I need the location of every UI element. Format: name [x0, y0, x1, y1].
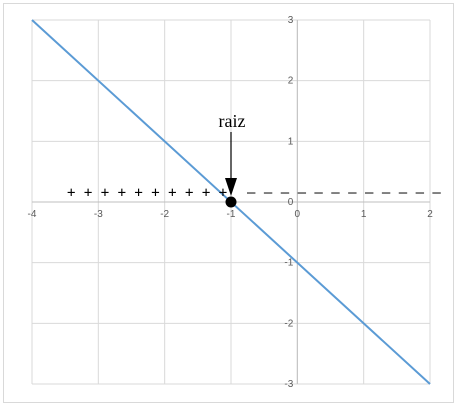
- x-tick-label: -2: [160, 209, 169, 220]
- x-tick-label: 0: [295, 209, 301, 220]
- y-tick-label: -1: [284, 258, 293, 269]
- annotations-layer: + + + + + + + + + + – – – – – – – – – – …: [67, 111, 441, 208]
- y-tick-label: 0: [288, 197, 294, 208]
- x-tick-label: -3: [94, 209, 103, 220]
- y-tick-label: -2: [284, 318, 293, 329]
- x-tick-label: 2: [427, 209, 433, 220]
- y-tick-label: 1: [288, 136, 294, 147]
- tick-labels: -4 -3 -2 -1 0 1 2 3 2 1 0 -1 -2 -3: [28, 15, 434, 390]
- root-label: raiz: [219, 111, 246, 131]
- negative-signs: – – – – – – – – – – – –: [247, 185, 441, 201]
- x-tick-label: -4: [28, 209, 37, 220]
- root-arrow-head: [225, 178, 237, 196]
- root-point: [225, 196, 237, 208]
- x-tick-label: -1: [227, 209, 236, 220]
- x-tick-label: 1: [361, 209, 367, 220]
- y-tick-label: -3: [284, 379, 293, 390]
- y-tick-label: 2: [288, 76, 294, 87]
- positive-signs: + + + + + + + + + +: [67, 185, 227, 201]
- y-tick-label: 3: [288, 15, 294, 26]
